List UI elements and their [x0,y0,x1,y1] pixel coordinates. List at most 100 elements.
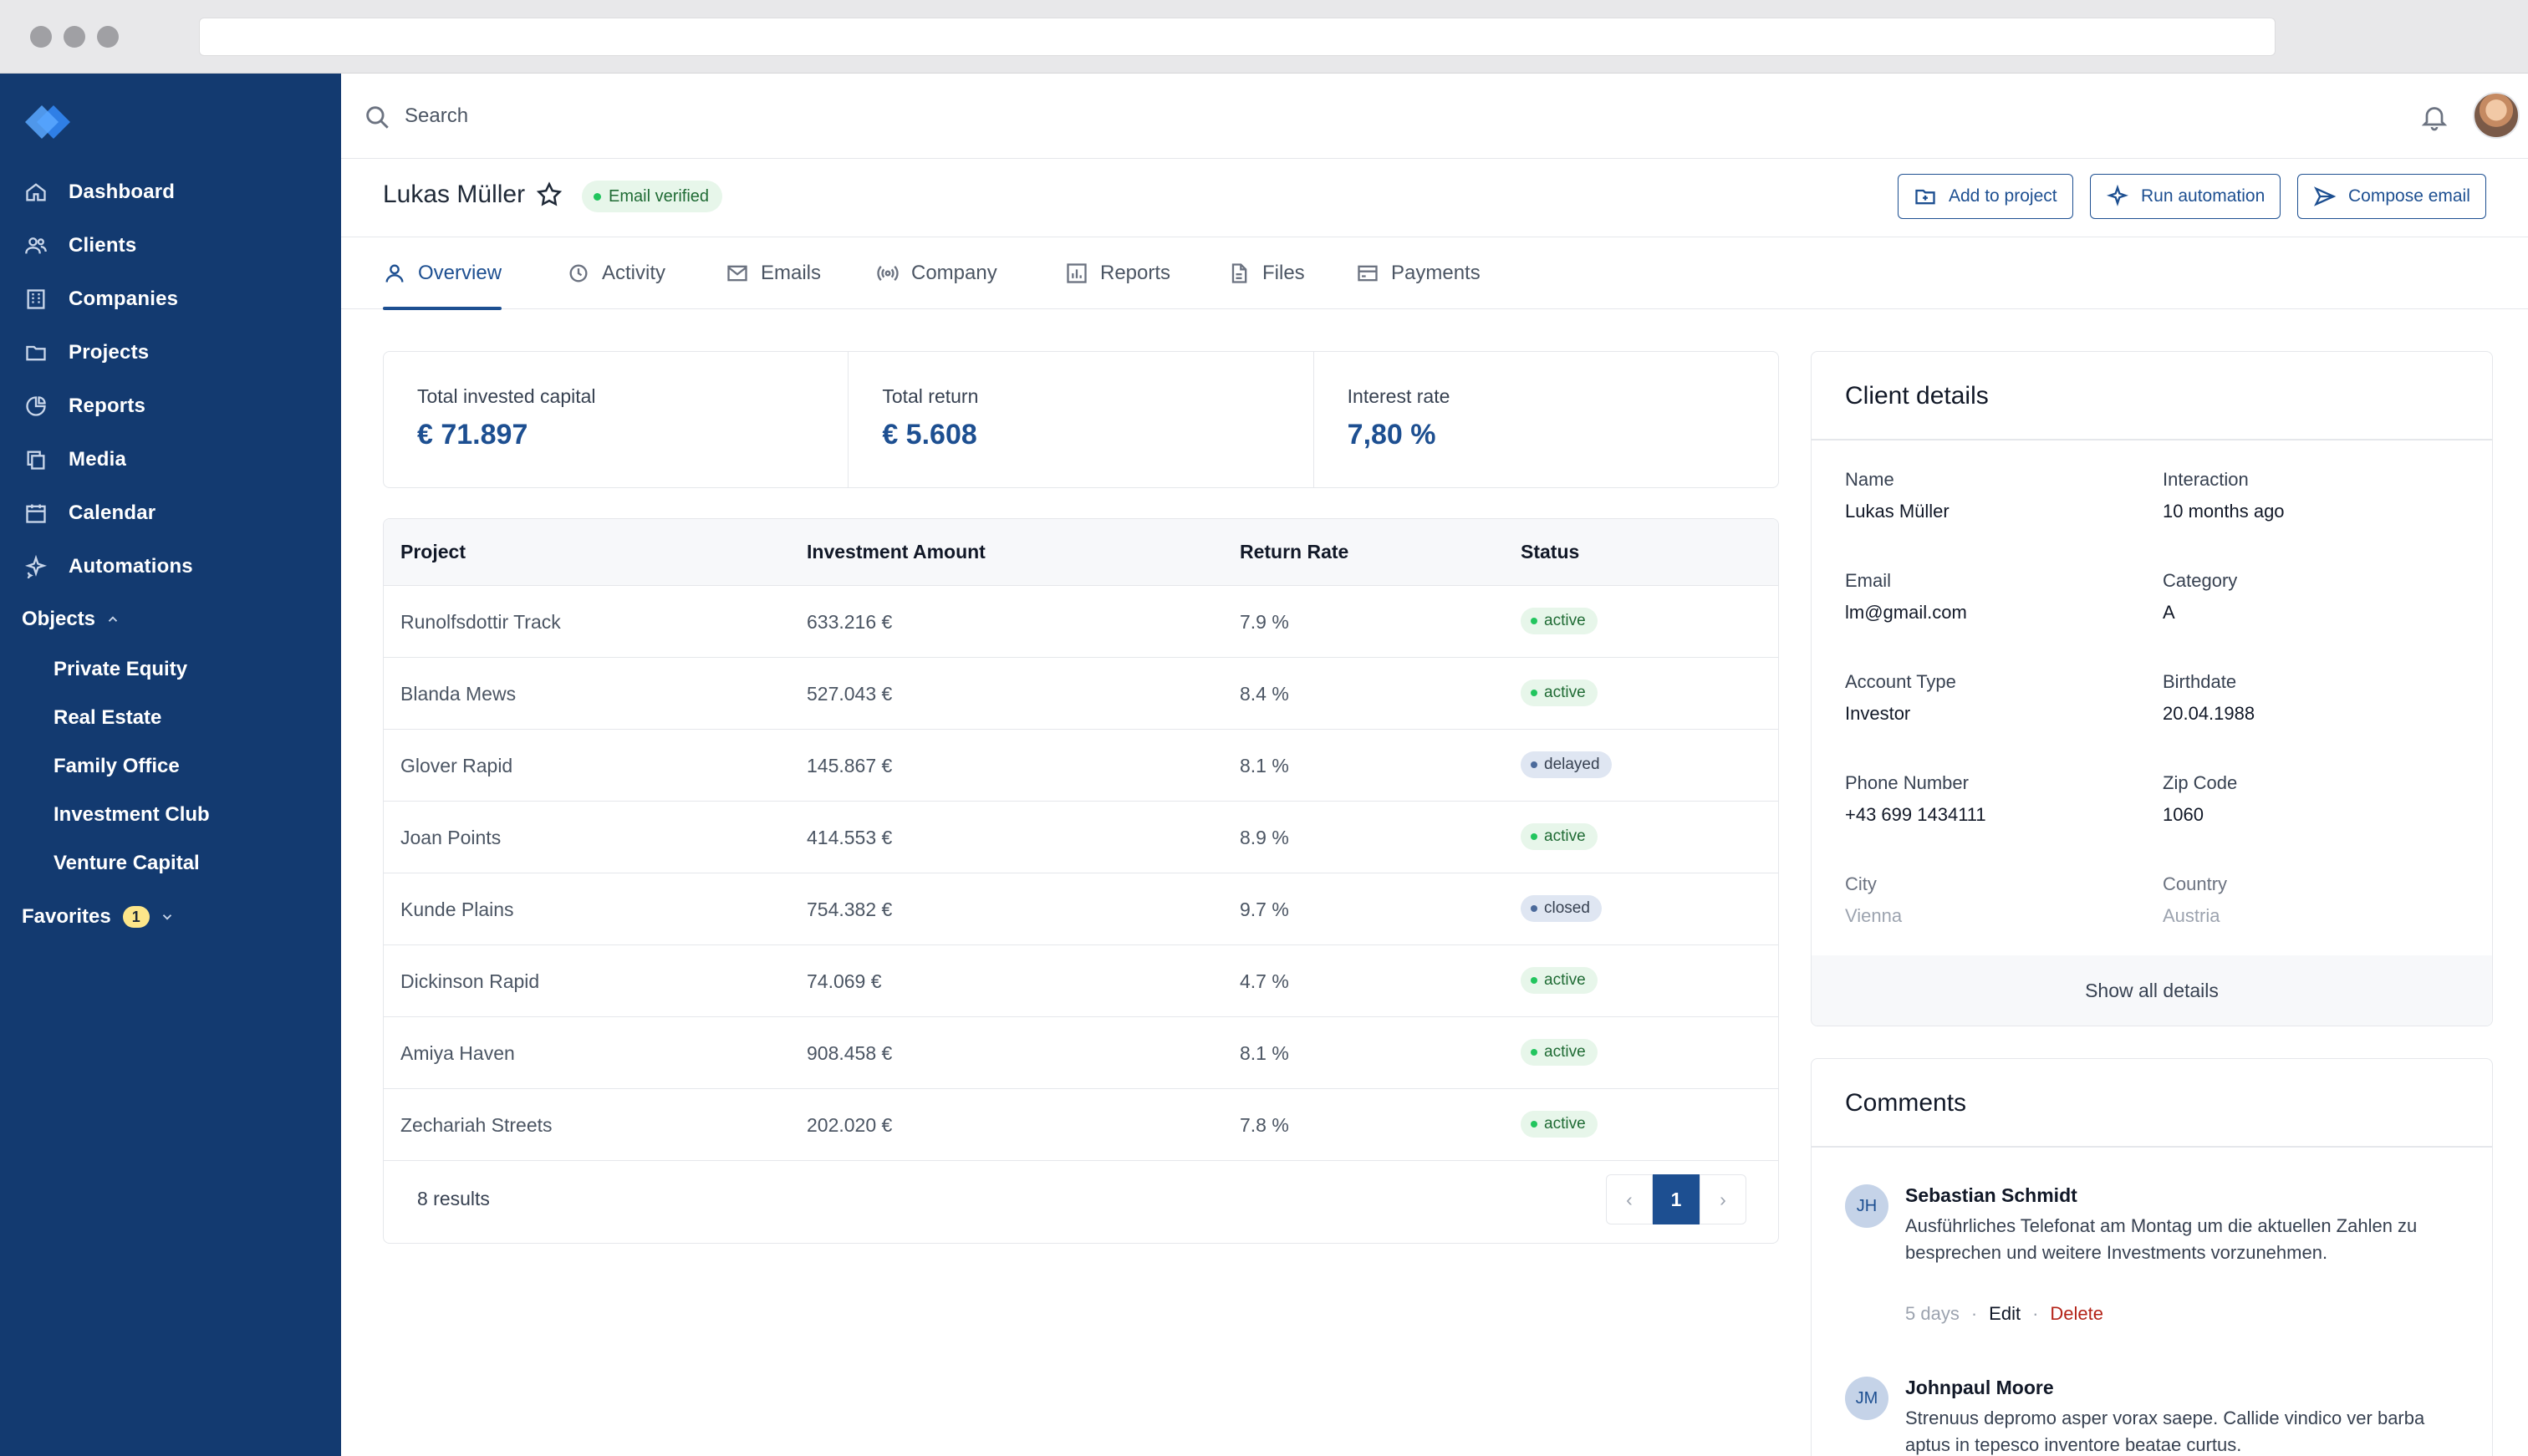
table-row[interactable]: Amiya Haven 908.458 € 8.1 % active [384,1017,1778,1089]
pagination-prev-button[interactable]: ‹ [1606,1174,1653,1224]
sidebar-item-media[interactable]: Media [0,436,341,483]
column-header-amount[interactable]: Investment Amount [807,541,986,563]
detail-label: Phone Number [1845,772,1969,793]
tab-reports[interactable]: Reports [1065,237,1170,309]
sidebar-item-projects[interactable]: Projects [0,329,341,376]
sidebar-object-venture-capital[interactable]: Venture Capital [54,843,200,884]
app-logo-icon[interactable] [18,97,77,147]
sparkles-icon [23,554,48,579]
column-header-status[interactable]: Status [1521,541,1580,563]
column-header-project[interactable]: Project [400,541,466,563]
table-row[interactable]: Joan Points 414.553 € 8.9 % active [384,802,1778,873]
tab-company[interactable]: Company [876,237,997,309]
sidebar-item-companies[interactable]: Companies [0,276,341,323]
sidebar-item-dashboard[interactable]: Dashboard [0,169,341,216]
tab-label: Company [911,262,997,284]
bar-chart-icon [1067,263,1087,283]
detail-label: Birthdate [2163,671,2237,692]
bell-icon[interactable] [2419,102,2449,132]
window-close-dot[interactable] [30,26,52,48]
separator: · [2032,1303,2039,1324]
tab-activity[interactable]: Activity [567,237,665,309]
table-row[interactable]: Kunde Plains 754.382 € 9.7 % closed [384,873,1778,945]
tab-emails[interactable]: Emails [726,237,821,309]
sidebar-object-family-office[interactable]: Family Office [54,746,180,787]
cell-return-rate: 7.9 % [1240,611,1289,633]
run-automation-button[interactable]: Run automation [2090,174,2281,219]
tab-label: Overview [418,262,502,284]
detail-label: Interaction [2163,469,2249,490]
column-header-rate[interactable]: Return Rate [1240,541,1349,563]
credit-card-icon [1358,265,1378,282]
cell-return-rate: 4.7 % [1240,970,1289,992]
send-icon [2314,186,2337,206]
table-row[interactable]: Glover Rapid 145.867 € 8.1 % delayed [384,730,1778,802]
table-row[interactable]: Blanda Mews 527.043 € 8.4 % active [384,658,1778,730]
tab-label: Files [1262,262,1305,284]
objects-group-toggle[interactable]: Objects [22,598,120,640]
favorites-group-label: Favorites [22,905,111,928]
cell-amount: 633.216 € [807,611,893,633]
cell-project: Amiya Haven [400,1042,515,1064]
sidebar-object-private-equity[interactable]: Private Equity [54,649,187,690]
status-badge: active [1521,1039,1598,1066]
detail-value: A [2163,602,2175,623]
cell-amount: 527.043 € [807,683,893,705]
address-bar[interactable] [199,18,2276,56]
sidebar-item-label: Companies [69,288,179,310]
sidebar-item-clients[interactable]: Clients [0,222,341,269]
sidebar-item-reports[interactable]: Reports [0,383,341,430]
top-bar [341,74,2528,159]
tab-label: Emails [761,262,822,284]
tab-overview[interactable]: Overview [383,237,502,310]
folder-plus-icon [1915,189,1935,205]
stat-total-invested: Total invested capital € 71.897 [384,352,849,487]
cell-amount: 202.020 € [807,1114,893,1136]
pagination-next-button[interactable]: › [1700,1174,1746,1224]
results-count: 8 results [417,1188,490,1209]
user-avatar[interactable] [2473,92,2520,139]
sidebar-object-investment-club[interactable]: Investment Club [54,794,210,836]
calendar-icon [23,501,48,526]
cell-project: Kunde Plains [400,899,514,920]
show-all-details-button[interactable]: Show all details [1812,955,2492,1026]
sidebar-object-label: Private Equity [54,658,188,680]
copy-icon [23,447,48,472]
window-minimize-dot[interactable] [64,26,85,48]
status-badge: active [1521,1111,1598,1138]
tab-label: Activity [602,262,666,284]
compose-email-button[interactable]: Compose email [2297,174,2486,219]
sidebar-object-real-estate[interactable]: Real Estate [54,697,161,739]
sidebar-item-automations[interactable]: Automations [0,543,341,590]
window-maximize-dot[interactable] [97,26,119,48]
comment-item: JM Johnpaul Moore Strenuus depromo asper… [1845,1377,2464,1456]
comment-delete-button[interactable]: Delete [2050,1303,2103,1324]
favorites-count-badge: 1 [122,906,150,928]
pie-chart-icon [23,394,48,419]
mail-icon [727,265,747,282]
favorites-group-toggle[interactable]: Favorites 1 [22,896,175,938]
detail-label: Name [1845,469,1894,490]
chevron-down-icon [162,914,171,920]
sidebar-item-label: Clients [69,234,137,257]
table-footer: 8 results ‹ 1 › [384,1161,1778,1243]
tab-files[interactable]: Files [1227,237,1305,309]
star-icon[interactable] [535,181,563,209]
cell-project: Dickinson Rapid [400,970,540,992]
search-input[interactable] [405,97,1575,135]
table-row[interactable]: Runolfsdottir Track 633.216 € 7.9 % active [384,586,1778,658]
separator: · [1970,1303,1978,1324]
tab-payments[interactable]: Payments [1356,237,1481,309]
add-to-project-button[interactable]: Add to project [1898,174,2073,219]
building-icon [23,287,48,312]
pagination-page-button[interactable]: 1 [1653,1174,1700,1224]
sidebar-item-calendar[interactable]: Calendar [0,490,341,537]
comment-text: Strenuus depromo asper vorax saepe. Call… [1905,1408,2425,1455]
table-row[interactable]: Dickinson Rapid 74.069 € 4.7 % active [384,945,1778,1017]
comments-title: Comments [1845,1089,1967,1117]
cell-amount: 74.069 € [807,970,882,992]
client-details-card: Client details Name Lukas Müller Interacti… [1811,351,2493,1026]
cell-return-rate: 8.4 % [1240,683,1289,705]
comment-edit-button[interactable]: Edit [1989,1303,2021,1324]
table-row[interactable]: Zechariah Streets 202.020 € 7.8 % active [384,1089,1778,1161]
